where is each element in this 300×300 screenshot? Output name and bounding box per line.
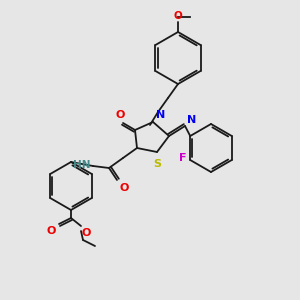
Text: F: F	[179, 153, 186, 163]
Text: O: O	[46, 226, 56, 236]
Text: N: N	[187, 115, 196, 125]
Text: O: O	[115, 110, 125, 120]
Text: O: O	[82, 228, 92, 238]
Text: O: O	[174, 11, 182, 21]
Text: S: S	[153, 159, 161, 169]
Text: HN: HN	[74, 160, 91, 170]
Text: O: O	[120, 183, 129, 193]
Text: N: N	[156, 110, 165, 120]
